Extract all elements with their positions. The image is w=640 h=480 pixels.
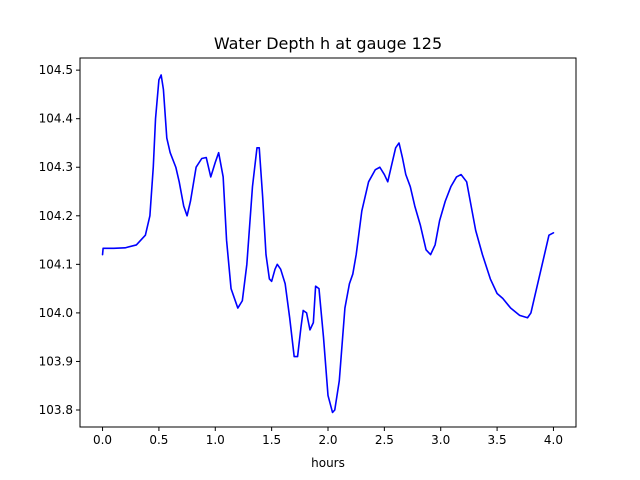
y-tick-label: 104.3 [39, 160, 73, 174]
x-tick-label: 2.5 [375, 433, 394, 447]
x-tick-label: 2.0 [318, 433, 337, 447]
x-tick-label: 0.5 [149, 433, 168, 447]
y-tick-label: 104.2 [39, 209, 73, 223]
y-tick-label: 103.9 [39, 354, 73, 368]
y-tick-label: 104.0 [39, 306, 73, 320]
x-tick-label: 1.5 [262, 433, 281, 447]
x-tick-label: 4.0 [544, 433, 563, 447]
plot-area: 0.0 0.5 1.0 1.5 2.0 2.5 3.0 3.5 4.0 103.8 103.9 104… [39, 57, 577, 447]
x-tick-label: 3.0 [431, 433, 450, 447]
y-tick-label: 104.1 [39, 257, 73, 271]
chart-title: Water Depth h at gauge 125 [214, 34, 442, 53]
series-line-0 [101, 74, 555, 414]
x-tick-label: 1.0 [206, 433, 225, 447]
x-tick-label: 3.5 [488, 433, 507, 447]
y-tick-label: 104.4 [39, 112, 73, 126]
y-tick-label: 103.8 [39, 403, 73, 417]
x-axis-label: hours [311, 456, 345, 470]
y-tick-label: 104.5 [39, 63, 73, 77]
x-tick-label: 0.0 [93, 433, 112, 447]
